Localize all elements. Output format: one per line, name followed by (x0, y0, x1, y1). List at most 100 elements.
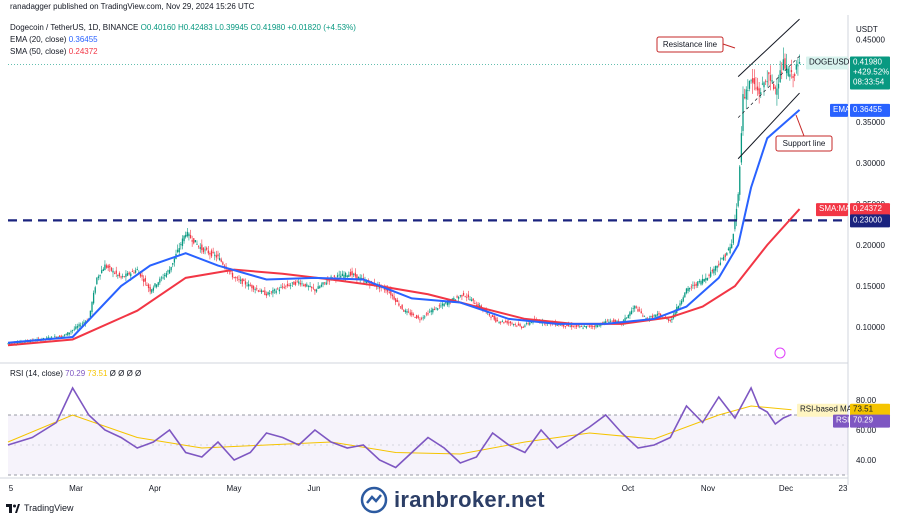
candle-body (73, 328, 75, 330)
candle-body (456, 296, 458, 298)
candle-body (706, 278, 709, 281)
candle-body (314, 289, 316, 292)
candle-body (264, 290, 266, 295)
ema-legend[interactable]: EMA (20, close) 0.36455 (10, 35, 98, 44)
candle-body (217, 254, 219, 257)
candle-body (580, 326, 583, 327)
candle-body (727, 248, 730, 251)
candle-body (614, 320, 617, 324)
candle-body (319, 286, 321, 289)
candle-body (235, 277, 237, 279)
candle-body (674, 312, 676, 315)
candle-body (136, 268, 138, 270)
candle-body (687, 288, 689, 292)
candle-body (525, 323, 528, 325)
candle-body (218, 258, 221, 261)
candle-body (769, 75, 772, 81)
tradingview-brand[interactable]: TradingView (6, 503, 74, 513)
candle-body (252, 286, 255, 290)
candle-body (191, 240, 193, 242)
candle-body (617, 320, 620, 322)
candle-body (246, 285, 248, 287)
time-tick-label: 5 (9, 484, 14, 493)
candle-body (470, 299, 473, 302)
candle-body (8, 343, 11, 345)
candle-body (422, 317, 424, 319)
candle-body (92, 292, 95, 304)
candle-body (774, 87, 776, 89)
candle-body (781, 71, 783, 73)
candle-body (787, 68, 789, 76)
candle-body (104, 264, 106, 271)
candle-body (743, 97, 746, 98)
candle-body (60, 335, 62, 337)
candle-body (283, 287, 285, 288)
candle-body (684, 292, 686, 298)
candle-body (582, 327, 584, 329)
rsi-ma-tag-value-text: 73.51 (853, 405, 874, 414)
candle-body (65, 333, 67, 335)
candle-body (427, 313, 429, 315)
candle-body (270, 291, 272, 293)
candle-body (693, 284, 696, 286)
sma-legend[interactable]: SMA (50, close) 0.24372 (10, 47, 98, 56)
candle-body (391, 294, 394, 297)
candle-body (653, 315, 655, 317)
candle-body (101, 270, 103, 274)
candle-body (280, 287, 282, 289)
candle-body (317, 286, 319, 289)
candle-body (210, 250, 213, 257)
candle-body (353, 274, 355, 275)
candle-body (698, 281, 701, 282)
candle-body (302, 284, 305, 286)
ema-tag-value-bg (850, 103, 890, 117)
price-tick-label: 0.10000 (856, 323, 885, 332)
candle-body (624, 317, 626, 323)
candle-body (472, 298, 474, 301)
candle-body (645, 318, 647, 319)
candle-body (343, 274, 345, 279)
candle-body (248, 283, 250, 287)
ema-20-line (7, 109, 801, 344)
time-tick-label: Nov (701, 484, 715, 493)
candle-body (201, 244, 203, 251)
candle-body (254, 289, 256, 291)
candle-body (285, 285, 287, 287)
rsi-legend-value: 70.29 (65, 369, 86, 378)
candle-body (393, 296, 395, 300)
price-tick-label: 0.30000 (856, 159, 885, 168)
rsi-legend[interactable]: RSI (14, close) 70.29 73.51 Ø Ø Ø Ø (10, 369, 141, 378)
candle-body (760, 92, 762, 95)
candle-body (411, 312, 413, 316)
lightning-icon (774, 347, 786, 359)
candle-body (259, 290, 261, 292)
candle-body (428, 311, 431, 313)
candle-body (125, 273, 127, 277)
candle-body (17, 342, 19, 344)
candle-body (708, 274, 710, 276)
ema-legend-value: 0.36455 (68, 35, 98, 44)
candle-body (763, 82, 765, 88)
candle-body (488, 313, 491, 316)
candle-body (83, 322, 85, 324)
candle-body (521, 326, 523, 329)
candle-body (732, 233, 734, 244)
candle-body (498, 322, 500, 324)
candle-body (559, 324, 562, 326)
candle-body (322, 282, 324, 285)
candle-body (795, 64, 797, 70)
candle-body (440, 305, 442, 307)
candle-body (575, 325, 578, 327)
candle-body (768, 72, 770, 75)
candle-body (76, 326, 79, 328)
price-tick-label: 0.35000 (856, 118, 885, 127)
candle-body (726, 252, 728, 256)
candle-body (740, 133, 743, 163)
ema-tag-label-text: EMA (833, 105, 851, 114)
rsi-tick-label: 80.00 (856, 396, 877, 405)
candle-body (126, 273, 129, 276)
candle-body (635, 306, 638, 308)
candle-body (629, 312, 631, 316)
candle-body (563, 323, 565, 327)
